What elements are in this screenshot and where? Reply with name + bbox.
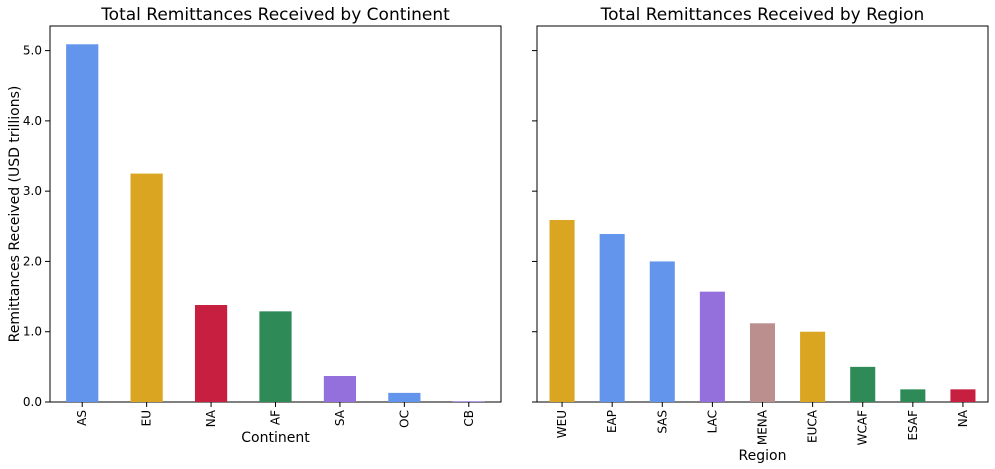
region-y-ticks [532,50,537,403]
region-bars [549,219,976,402]
region-x-tick-label: EUCA [806,409,820,443]
continent-x-axis-label: Continent [241,430,310,446]
y-tick-label: 2.0 [23,254,42,268]
continent-x-tick-label: AS [75,410,89,426]
continent-bar-af [259,311,292,402]
continent-chart-title: Total Remittances Received by Continent [100,5,450,25]
region-x-tick-label: MENA [756,409,770,445]
continent-x-tick-label: SA [333,409,347,426]
continent-x-tick-label: OC [397,410,411,428]
region-panel: Total Remittances Received by Region Reg… [532,5,989,464]
region-x-tick-label: SAS [655,410,669,434]
region-bar-mena [749,323,776,402]
region-x-tick-label: NA [956,409,970,427]
region-x-axis-label: Region [739,448,787,464]
continent-x-tick-label: AF [269,410,283,425]
region-bar-euca [800,331,826,402]
continent-x-tick-label: NA [204,409,218,427]
continent-x-tick-label: EU [140,410,154,426]
region-bar-esaf [900,389,926,402]
region-bar-na [950,389,976,402]
continent-x-ticks: AS EU NA AF SA OC CB [75,402,476,428]
continent-panel: Total Remittances Received by Continent … [7,5,502,446]
y-tick-label: 1.0 [23,325,42,339]
continent-bar-na [194,305,228,402]
continent-bar-as [66,44,99,403]
region-x-tick-label: LAC [705,410,719,433]
y-tick-label: 4.0 [23,114,42,128]
region-x-ticks: WEU EAP SAS LAC MENA EUCA WCAF ESAF NA [555,402,970,445]
y-tick-label: 5.0 [23,44,42,58]
continent-bar-oc [388,392,421,402]
continent-y-ticks: 0.0 1.0 2.0 3.0 4.0 5.0 [23,44,50,409]
region-x-tick-label: WCAF [856,410,870,445]
region-bar-sas [649,261,675,402]
continent-bars [66,44,485,403]
region-x-tick-label: EAP [605,410,619,433]
region-x-tick-label: ESAF [906,410,920,441]
region-x-tick-label: WEU [555,410,569,438]
region-chart-title: Total Remittances Received by Region [600,5,925,25]
continent-bar-cb [452,401,485,402]
region-bar-wcaf [850,366,876,402]
y-tick-label: 0.0 [23,395,42,409]
region-bar-lac [699,291,725,402]
continent-bar-eu [130,173,163,402]
y-axis-label: Remittances Received (USD trillions) [7,86,23,343]
continent-x-tick-label: CB [462,410,476,427]
region-bar-eap [599,234,625,402]
continent-bar-sa [323,375,357,402]
region-bar-weu [549,219,575,402]
y-tick-label: 3.0 [23,184,42,198]
